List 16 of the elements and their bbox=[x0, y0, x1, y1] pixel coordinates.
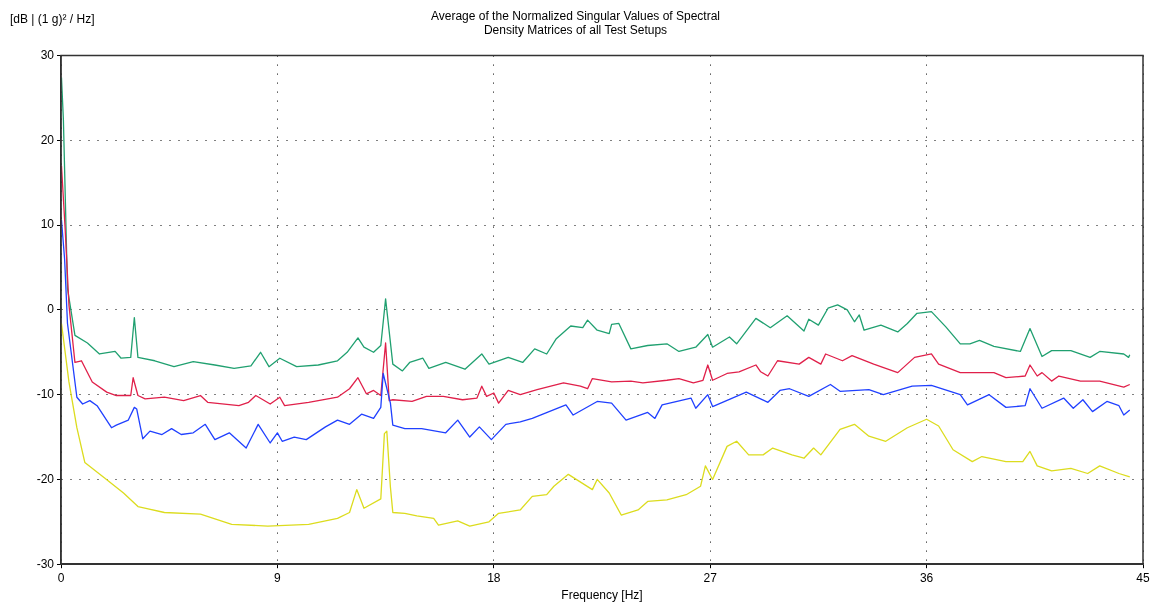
y-tick-label: 10 bbox=[40, 217, 55, 232]
y-tick-label: -30 bbox=[36, 556, 55, 571]
x-tick-label: 36 bbox=[919, 570, 934, 585]
y-tick-label: 20 bbox=[40, 132, 55, 147]
y-axis-title: [dB | (1 g)² / Hz] bbox=[10, 12, 95, 27]
x-tick-label: 27 bbox=[703, 570, 718, 585]
y-tick-label: 0 bbox=[47, 302, 55, 317]
x-tick-label: 18 bbox=[487, 570, 501, 585]
x-tick-label: 45 bbox=[1136, 570, 1150, 585]
y-tick-label: 30 bbox=[40, 47, 55, 62]
x-tick-label: 9 bbox=[274, 570, 282, 585]
y-tick-label: -10 bbox=[36, 386, 55, 401]
y-tick-label: -20 bbox=[36, 471, 55, 486]
chart-title: Average of the Normalized Singular Values of Spectral Density Matrices of all Test Setups bbox=[430, 9, 721, 38]
x-axis-title: Frequency [Hz] bbox=[561, 588, 643, 603]
x-tick-label: 0 bbox=[57, 570, 65, 585]
